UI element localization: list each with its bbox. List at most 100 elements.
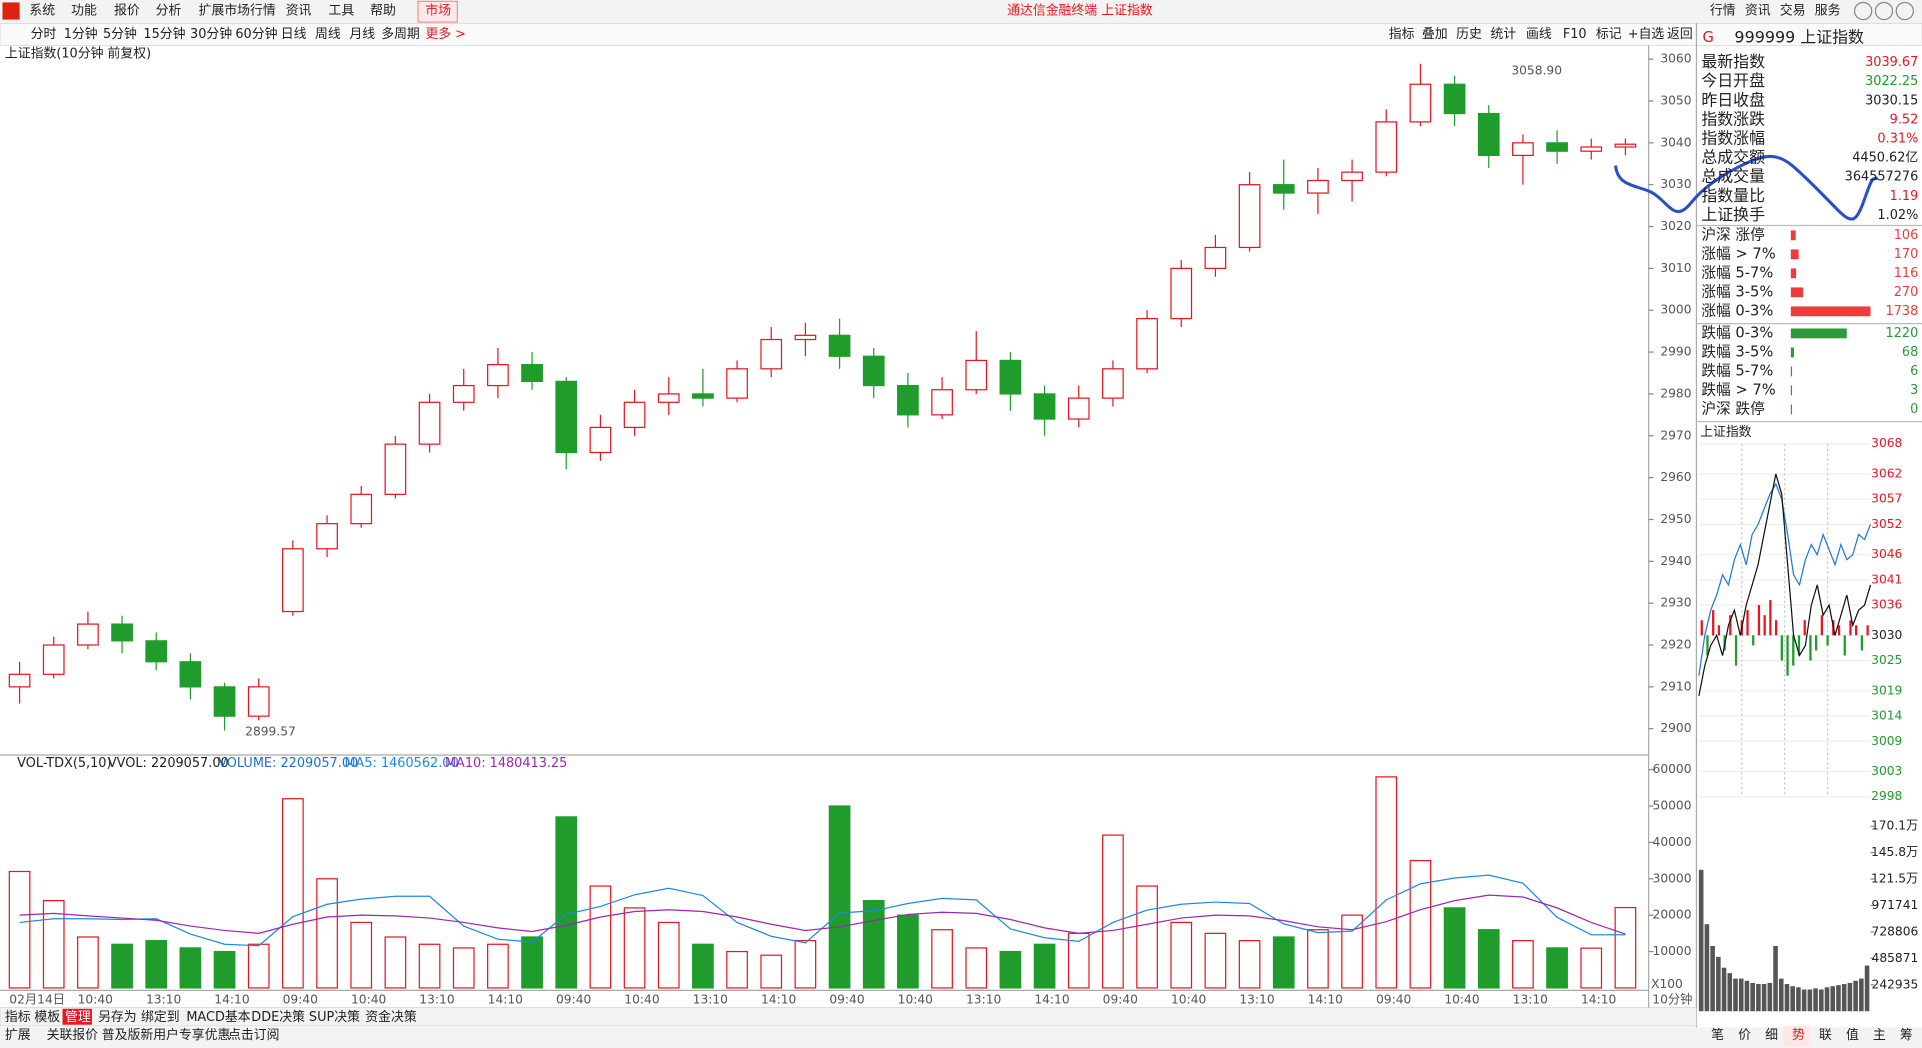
candle-body (589, 426, 612, 454)
tool-button[interactable]: 指标 (1389, 27, 1415, 42)
mini-tab[interactable]: 笔 (1711, 1027, 1724, 1043)
period-button[interactable]: 1分钟 (64, 26, 98, 42)
tool-button[interactable]: 历史 (1456, 27, 1482, 42)
candle-body (726, 368, 748, 399)
bottom-tab[interactable]: 绑定到 (141, 1010, 180, 1025)
bottom-tab[interactable]: 指标 (5, 1010, 31, 1025)
menu-item[interactable]: 帮助 (370, 4, 396, 19)
mini-tab[interactable]: 筹 (1900, 1027, 1913, 1043)
candle-body (931, 389, 953, 416)
mini-bar (1820, 615, 1824, 636)
tool-button[interactable]: +自选 (1628, 27, 1665, 42)
bottom-tab[interactable]: SUP决策 (309, 1009, 360, 1025)
tool-button[interactable]: 叠加 (1422, 27, 1448, 42)
menu-item[interactable]: 资讯 (286, 4, 312, 19)
chart-title: 上证指数(10分钟 前复权) (5, 45, 151, 61)
mini-vol-bar (1767, 982, 1773, 1012)
candle-body (794, 334, 817, 341)
mini-bar (1815, 635, 1818, 651)
period-button[interactable]: 60分钟 (235, 26, 277, 42)
period-label: 10分钟 (1652, 992, 1692, 1007)
candle-body (145, 640, 168, 663)
bottom-tab[interactable]: 另存为 (98, 1010, 137, 1025)
mini-tick-label: 3030 (1871, 628, 1902, 642)
menu-item[interactable]: 工具 (329, 4, 355, 19)
x-tick-label: 14:10 (1308, 993, 1343, 1007)
mini-vol-bar (1778, 978, 1784, 1012)
candle-body (1546, 142, 1568, 152)
mini-tab[interactable]: 价 (1738, 1028, 1751, 1043)
mini-bar (1729, 615, 1732, 636)
mini-tab[interactable]: 联 (1819, 1028, 1832, 1043)
volume-bar (862, 899, 885, 989)
mini-vol-label: 971741 (1872, 898, 1919, 912)
top-button[interactable]: 服务 (1815, 3, 1841, 19)
bottom-tab[interactable]: 模板 (34, 1010, 60, 1025)
tool-button[interactable]: 标记 (1596, 27, 1622, 42)
breadth-value: 270 (1894, 285, 1919, 300)
tool-button[interactable]: 返回 (1667, 27, 1693, 42)
mini-vol-bar (1847, 982, 1853, 1012)
mini-tab[interactable]: 细 (1765, 1028, 1778, 1043)
menu-item[interactable]: 系统 (29, 4, 55, 19)
mini-tab[interactable]: 主 (1873, 1028, 1886, 1043)
period-button[interactable]: 分时 (31, 27, 57, 42)
volume-bar (760, 954, 783, 989)
period-button[interactable]: 30分钟 (190, 26, 232, 42)
menu-item[interactable]: 扩展市场行情 (199, 3, 276, 19)
bottom-tab[interactable]: MACD基本 (186, 1010, 250, 1025)
active-tab-box (62, 1008, 92, 1025)
status-item[interactable]: 点击订阅 (228, 1028, 279, 1043)
status-item[interactable]: 关联报价 (47, 1028, 99, 1043)
quote-value: 0.31% (1877, 131, 1918, 146)
top-button[interactable]: 行情 (1710, 4, 1736, 19)
breadth-bar (1790, 230, 1796, 241)
period-button[interactable]: 更多 > (425, 27, 466, 42)
period-button[interactable]: 周线 (315, 27, 341, 42)
mini-vol-bar (1853, 980, 1858, 1012)
top-button[interactable]: 交易 (1780, 3, 1806, 19)
volume-bar (77, 936, 99, 989)
mini-vol-bar (1727, 973, 1733, 1012)
volume-bar (692, 943, 714, 989)
bottom-tab[interactable]: 资金决策 (365, 1009, 417, 1025)
mini-vol-bar (1750, 982, 1755, 1012)
volume-bar (1341, 914, 1363, 989)
period-button[interactable]: 多周期 (381, 27, 420, 42)
breadth-bar (1790, 385, 1793, 396)
top-button[interactable]: 资讯 (1745, 4, 1771, 19)
status-item[interactable]: 扩展 (5, 1028, 31, 1043)
quote-label: 指数量比 (1701, 186, 1765, 205)
tool-button[interactable]: F10 (1563, 27, 1587, 42)
menu-item[interactable]: 分析 (156, 4, 182, 19)
menu-item[interactable]: 市场 (425, 3, 451, 19)
tool-button[interactable]: 统计 (1491, 27, 1517, 42)
mini-bar (1843, 635, 1846, 656)
min-button[interactable] (1853, 1, 1873, 21)
mini-tab[interactable]: 势 (1792, 1027, 1805, 1043)
candle-body (828, 334, 851, 357)
bottom-tab[interactable]: 管理 (65, 1010, 91, 1025)
x-tick-label: 10:40 (1171, 993, 1206, 1007)
mini-bar (1803, 620, 1806, 636)
period-button[interactable]: 5分钟 (103, 26, 137, 42)
status-item[interactable]: 普及版新用户专享优惠 (102, 1027, 231, 1043)
period-button[interactable]: 月线 (349, 27, 375, 42)
mini-bar (1769, 600, 1772, 636)
period-button[interactable]: 日线 (281, 27, 307, 42)
quote-value: 3039.67 (1865, 55, 1918, 70)
mini-vol-label: 728806 (1872, 924, 1919, 938)
bottom-tab[interactable]: DDE决策 (251, 1009, 305, 1025)
mini-vol-bar (1716, 956, 1721, 1012)
close-button[interactable] (1895, 1, 1915, 21)
menu-item[interactable]: 报价 (114, 4, 140, 19)
menu-item[interactable]: 功能 (71, 4, 97, 19)
mini-vol-bar (1841, 984, 1847, 1012)
breadth-label: 跌幅 0-3% (1701, 324, 1773, 341)
mini-tab[interactable]: 值 (1846, 1027, 1859, 1043)
max-button[interactable] (1874, 1, 1894, 21)
period-button[interactable]: 15分钟 (143, 26, 185, 42)
y-tick-label: 2920 (1660, 638, 1691, 652)
mini-bar (1763, 615, 1766, 636)
tool-button[interactable]: 画线 (1526, 27, 1552, 42)
